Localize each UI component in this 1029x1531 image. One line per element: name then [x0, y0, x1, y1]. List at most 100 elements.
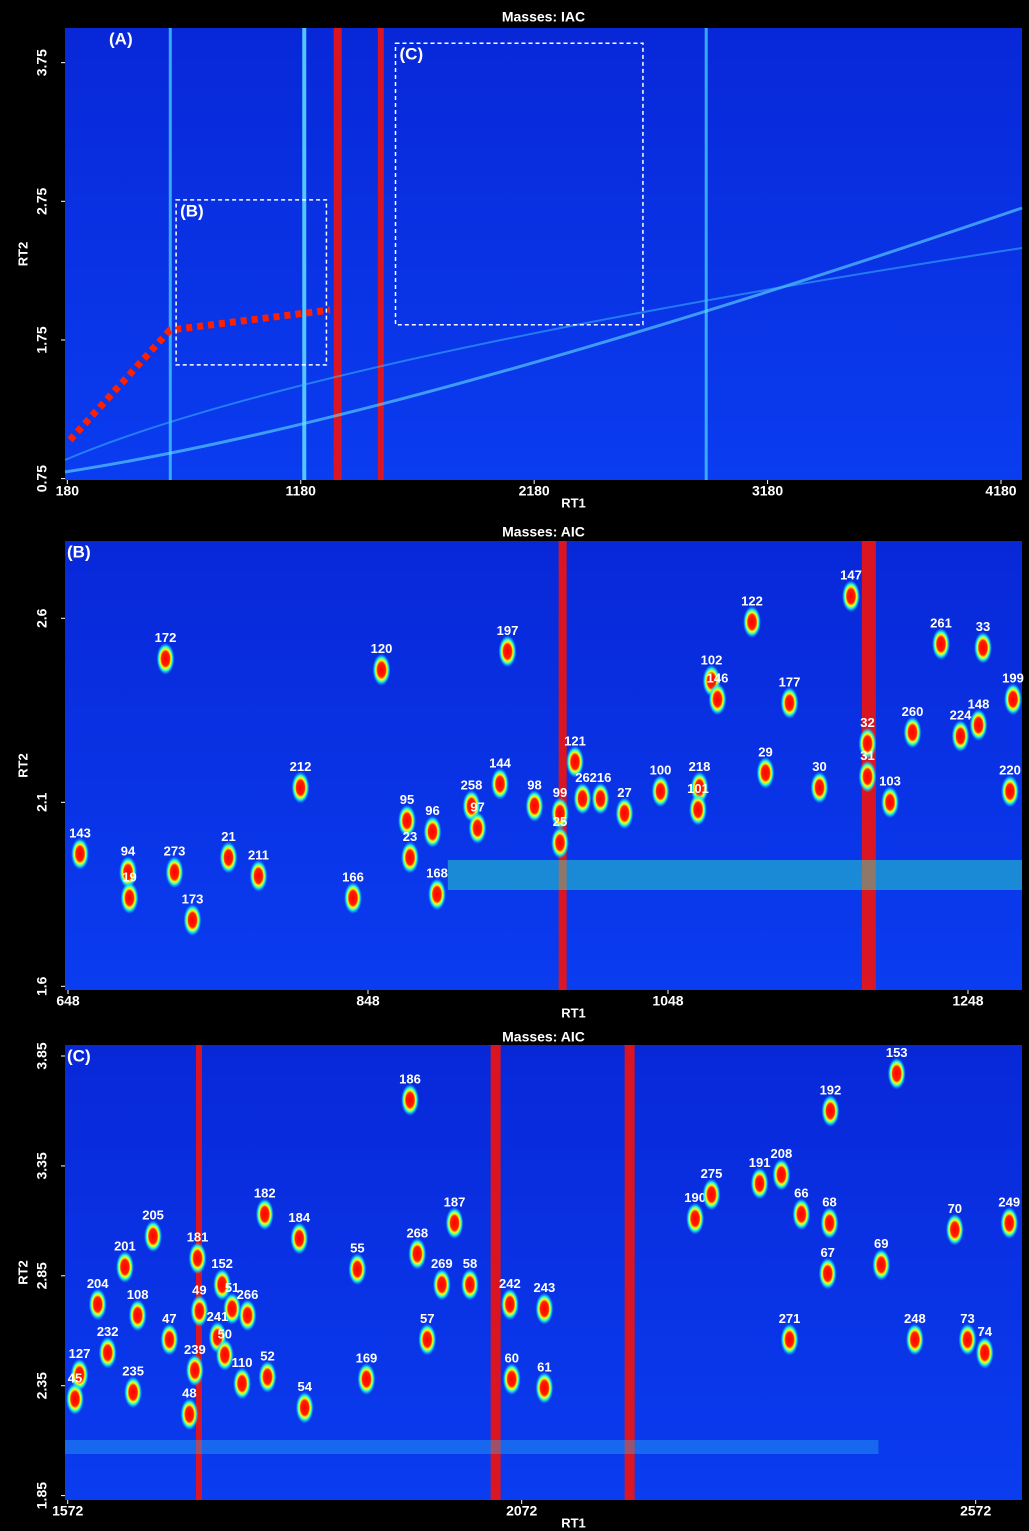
peak-label: 224 — [950, 707, 972, 722]
peak — [781, 687, 799, 719]
peak-label: 23 — [403, 829, 417, 844]
peak-label: 69 — [874, 1236, 888, 1251]
peak-label: 146 — [707, 671, 729, 686]
peak-label: 242 — [499, 1276, 521, 1291]
streak — [302, 28, 306, 480]
peak — [709, 683, 727, 715]
peak — [180, 1398, 198, 1430]
peak — [906, 1324, 924, 1356]
peak-label: 169 — [356, 1351, 378, 1366]
peak-label: 57 — [420, 1311, 434, 1326]
region-label: (B) — [180, 201, 204, 220]
region-label: (C) — [400, 45, 424, 64]
panel: Masses: AIC(B)648848104812481.62.12.6RT1… — [15, 524, 1023, 1021]
peak-label: 101 — [687, 781, 709, 796]
peak-label: 261 — [930, 615, 952, 630]
peak-label: 68 — [822, 1194, 836, 1209]
peak-label: 127 — [69, 1346, 91, 1361]
peak — [469, 812, 487, 844]
peak — [959, 1324, 977, 1356]
peak-label: 33 — [976, 619, 990, 634]
peak-label: 32 — [860, 715, 874, 730]
peak — [499, 635, 517, 667]
peak — [932, 628, 950, 660]
peak-label: 248 — [904, 1311, 926, 1326]
peak — [743, 606, 761, 638]
peak-label: 52 — [260, 1348, 274, 1363]
peak — [652, 775, 670, 807]
peak-label: 197 — [497, 623, 519, 638]
y-tick-label: 3.75 — [34, 49, 50, 76]
peak-label: 74 — [978, 1324, 993, 1339]
peak-label: 249 — [998, 1194, 1020, 1209]
peak-label: 239 — [184, 1342, 206, 1357]
streak — [491, 1045, 501, 1500]
peak-label: 45 — [68, 1370, 82, 1385]
streak — [169, 28, 172, 480]
peak — [772, 1159, 790, 1191]
peak — [66, 1383, 84, 1415]
peak-label: 186 — [399, 1071, 421, 1086]
y-tick-label: 2.35 — [34, 1372, 50, 1399]
peak — [819, 1258, 837, 1290]
peak — [348, 1253, 366, 1285]
peak — [574, 783, 592, 815]
peak — [781, 1324, 799, 1356]
peak-label: 216 — [590, 770, 612, 785]
peak — [526, 790, 544, 822]
peak — [157, 643, 175, 675]
peak-label: 61 — [537, 1359, 551, 1374]
y-tick-label: 1.6 — [34, 976, 50, 996]
peak-label: 218 — [689, 759, 711, 774]
y-tick-label: 3.85 — [34, 1042, 50, 1069]
peak — [258, 1361, 276, 1393]
peak-label: 275 — [701, 1166, 723, 1181]
peak — [357, 1363, 375, 1395]
peak-label: 96 — [425, 803, 439, 818]
peak-label: 31 — [860, 748, 874, 763]
y-tick-label: 0.75 — [34, 465, 50, 492]
peak-label: 192 — [820, 1082, 842, 1097]
peak — [792, 1198, 810, 1230]
peak-label: 152 — [211, 1256, 233, 1271]
peak-label: 48 — [182, 1386, 196, 1401]
peak-label: 98 — [527, 777, 541, 792]
peak-label: 100 — [650, 763, 672, 778]
peak — [71, 838, 89, 870]
streak — [625, 1045, 635, 1500]
peak — [190, 1295, 208, 1327]
chart-title: Masses: AIC — [502, 524, 585, 540]
streak — [334, 28, 342, 480]
peak — [1004, 683, 1022, 715]
peak — [821, 1095, 839, 1127]
peak — [686, 1203, 704, 1235]
peak-label: 49 — [192, 1282, 206, 1297]
peak-label: 30 — [812, 759, 826, 774]
peak-label: 168 — [426, 866, 448, 881]
peak-label: 121 — [564, 733, 586, 748]
chart-title: Masses: AIC — [502, 1029, 585, 1045]
peak — [842, 580, 860, 612]
peak-label: 241 — [207, 1309, 229, 1324]
x-axis-label: RT1 — [561, 1005, 586, 1020]
streak — [705, 28, 708, 480]
peak — [952, 720, 970, 752]
peak-label: 211 — [248, 847, 269, 862]
peak — [689, 794, 707, 826]
y-tick-label: 3.35 — [34, 1152, 50, 1179]
peak-label: 143 — [69, 825, 91, 840]
peak-label: 268 — [406, 1225, 428, 1240]
peak — [160, 1324, 178, 1356]
peak — [184, 904, 202, 936]
peak — [881, 786, 899, 818]
panel-label: (C) — [67, 1046, 91, 1065]
peak-label: 103 — [879, 774, 901, 789]
peak — [757, 757, 775, 789]
peak — [290, 1222, 308, 1254]
peak-label: 60 — [504, 1351, 518, 1366]
peak — [129, 1299, 147, 1331]
peak-label: 273 — [164, 844, 186, 859]
peak-label: 266 — [237, 1287, 259, 1302]
y-tick-label: 2.75 — [34, 187, 50, 214]
